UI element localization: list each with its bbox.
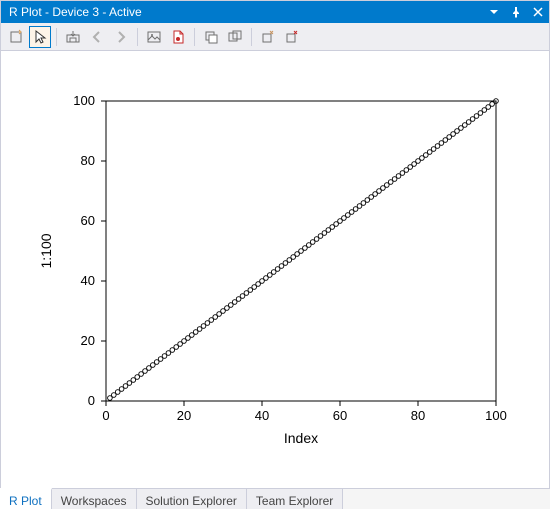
multiwin-icon[interactable] — [224, 26, 246, 48]
export-icon[interactable] — [62, 26, 84, 48]
svg-text:60: 60 — [333, 408, 347, 423]
svg-text:80: 80 — [81, 153, 95, 168]
tab-solution-explorer[interactable]: Solution Explorer — [137, 489, 247, 509]
svg-text:100: 100 — [485, 408, 507, 423]
titlebar-controls — [487, 5, 545, 19]
svg-text:Index: Index — [284, 430, 318, 446]
svg-text:80: 80 — [411, 408, 425, 423]
svg-text:40: 40 — [255, 408, 269, 423]
svg-text:40: 40 — [81, 273, 95, 288]
window-menu-icon[interactable] — [487, 5, 501, 19]
back-icon[interactable] — [86, 26, 108, 48]
titlebar: R Plot - Device 3 - Active — [1, 1, 549, 23]
svg-text:0: 0 — [88, 393, 95, 408]
toolbar-separator — [56, 28, 57, 46]
pin-icon[interactable] — [509, 5, 523, 19]
toolbar-separator — [194, 28, 195, 46]
zoom-in-icon[interactable] — [257, 26, 279, 48]
copy-icon[interactable] — [200, 26, 222, 48]
scatter-plot: 0 20 40 60 80 100 0 20 40 60 80 100 Index 1:100 — [1, 51, 549, 488]
svg-text:0: 0 — [102, 408, 109, 423]
pointer-icon[interactable] — [29, 26, 51, 48]
bottom-tabbar: R Plot Workspaces Solution Explorer Team… — [0, 488, 550, 509]
svg-text:20: 20 — [81, 333, 95, 348]
image-icon[interactable] — [143, 26, 165, 48]
pdf-icon[interactable] — [167, 26, 189, 48]
svg-text:20: 20 — [177, 408, 191, 423]
svg-text:60: 60 — [81, 213, 95, 228]
tab-team-explorer[interactable]: Team Explorer — [247, 489, 343, 509]
close-icon[interactable] — [531, 5, 545, 19]
plot-area: 0 20 40 60 80 100 0 20 40 60 80 100 Index 1:100 — [1, 51, 549, 488]
svg-text:100: 100 — [73, 93, 95, 108]
toolbar-separator — [137, 28, 138, 46]
new-plot-icon[interactable] — [5, 26, 27, 48]
forward-icon[interactable] — [110, 26, 132, 48]
toolbar-separator — [251, 28, 252, 46]
svg-text:1:100: 1:100 — [38, 233, 54, 268]
zoom-out-icon[interactable] — [281, 26, 303, 48]
toolbar — [1, 23, 549, 51]
window-title: R Plot - Device 3 - Active — [9, 5, 487, 19]
tab-r-plot[interactable]: R Plot — [0, 488, 52, 509]
tab-workspaces[interactable]: Workspaces — [52, 489, 137, 509]
